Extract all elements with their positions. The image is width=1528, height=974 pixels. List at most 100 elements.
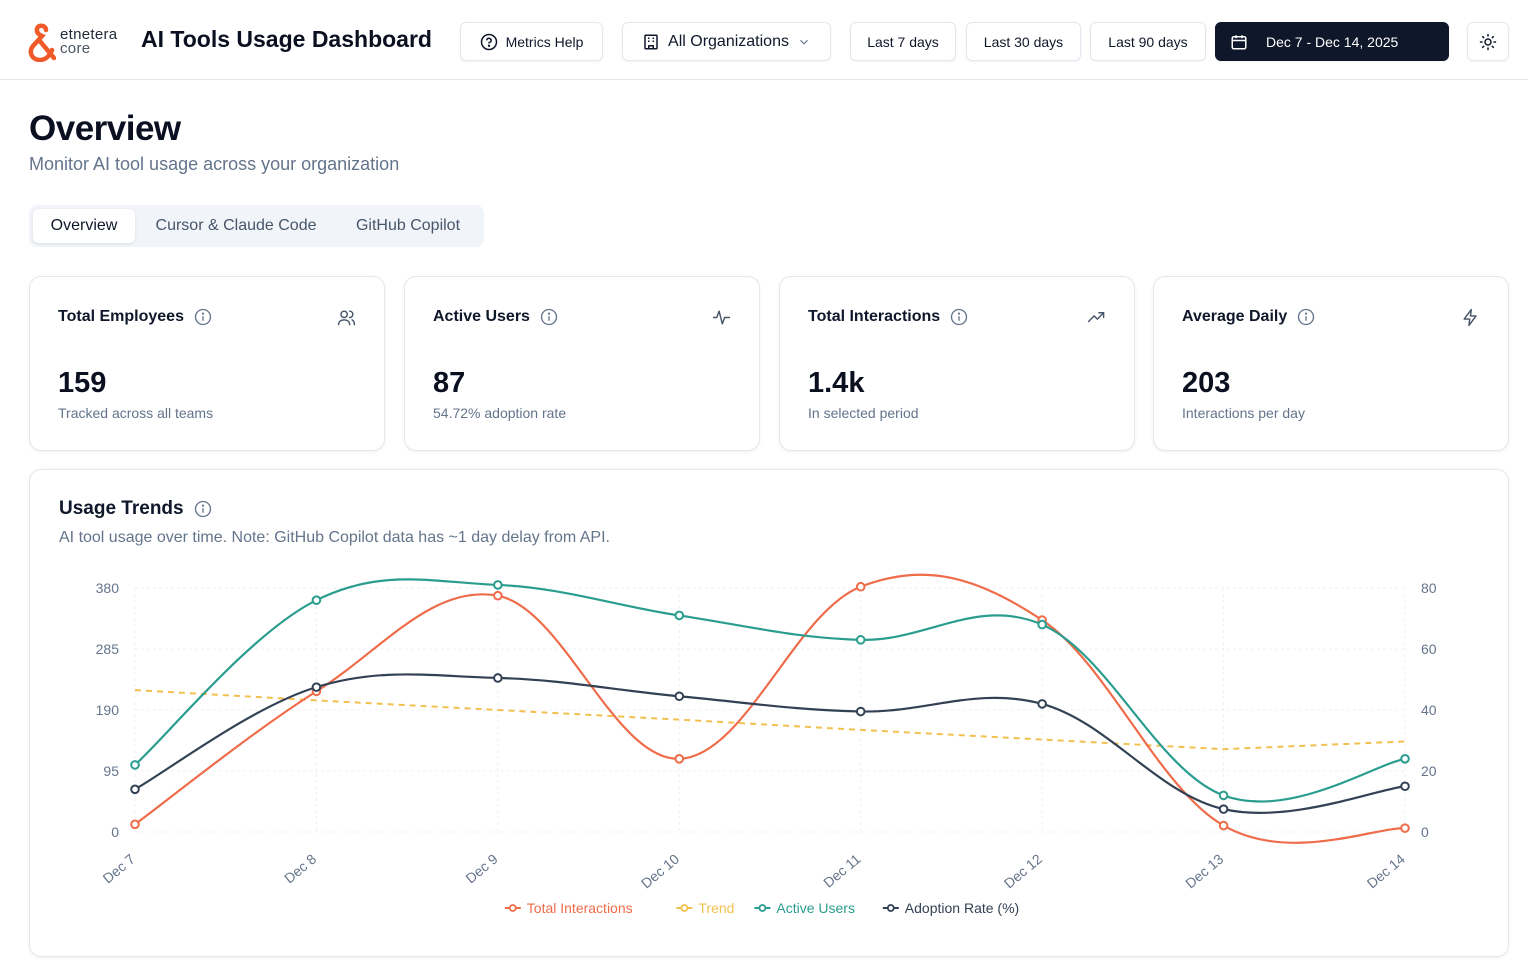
card-note: In selected period [808,405,919,421]
legend-label-trend: Trend [698,900,734,916]
trending-up-icon [1087,312,1105,323]
legend-marker-trend [680,904,689,912]
data-point-total-interactions [1400,823,1410,833]
y-right-tick-label: 0 [1421,824,1429,840]
series-line-active-users [134,578,1406,803]
data-point-active-users [1400,754,1410,764]
help-circle-icon [480,33,497,50]
card-value: 159 [58,367,107,399]
building-icon [644,34,658,49]
x-tick-label: Dec 11 [820,850,864,890]
data-point-active-users [1037,619,1047,630]
ampersand-logo-icon [28,23,56,62]
x-tick-label: Dec 14 [1364,850,1408,891]
tab-cursor-claude-code[interactable]: Cursor & Claude Code [155,217,317,234]
range-7-days-button[interactable]: Last 7 days [850,22,956,61]
card-title: Total Employees [58,308,184,325]
card-note: Interactions per day [1182,405,1305,421]
data-point-adoption-rate [855,706,866,717]
date-range-picker[interactable]: Dec 7 - Dec 14, 2025 [1215,22,1449,61]
data-point-active-users [493,580,503,590]
legend-marker-active-users [758,904,767,912]
y-right-tick-label: 20 [1421,763,1437,779]
app-title: AI Tools Usage Dashboard [141,26,432,52]
x-tick-label: Dec 12 [1001,850,1045,891]
data-point-total-interactions [130,819,140,830]
y-left-tick-label: 285 [96,641,120,657]
card-value: 1.4k [808,367,865,399]
usage-trends-description: AI tool usage over time. Note: GitHub Co… [59,529,610,546]
y-right-tick-label: 40 [1421,702,1437,718]
activity-icon [712,310,731,325]
calendar-icon [1231,34,1247,49]
metrics-help-button[interactable]: Metrics Help [460,22,603,61]
users-icon [337,310,356,326]
y-right-tick-label: 60 [1421,641,1437,657]
sun-icon [1479,33,1497,50]
data-point-total-interactions [855,581,866,592]
card-total-employees: Total Employees 159 Tracked across all t… [29,276,385,451]
legend-marker-total-interactions [508,904,517,912]
data-point-total-interactions [674,754,685,764]
y-left-tick-label: 0 [111,824,119,840]
top-header: etnetera core AI Tools Usage Dashboard M… [0,0,1528,80]
series-line-total-interactions [134,573,1406,844]
tab-github-copilot[interactable]: GitHub Copilot [355,217,461,234]
card-average-daily: Average Daily 203 Interactions per day [1153,276,1509,451]
brand-line1: etnetera [60,26,118,43]
data-point-active-users [130,760,140,770]
chevron-down-icon [800,39,808,45]
brand-logo[interactable]: etnetera core [28,22,117,62]
card-total-interactions: Total Interactions 1.4k In selected peri… [779,276,1135,451]
page-subtitle: Monitor AI tool usage across your organi… [29,154,400,174]
series-line-trend [134,689,1406,751]
x-tick-label: Dec 9 [462,850,500,886]
organization-select[interactable]: All Organizations [622,22,831,61]
card-value: 203 [1182,367,1231,399]
legend-label-active-users: Active Users [776,900,855,916]
range-30-days-button[interactable]: Last 30 days [966,22,1081,61]
data-point-adoption-rate [493,673,503,683]
x-tick-label: Dec 7 [100,850,138,886]
brand-line2: core [60,40,91,57]
y-left-tick-label: 95 [103,763,119,779]
card-note: Tracked across all teams [58,405,214,421]
y-left-tick-label: 380 [96,580,120,596]
info-icon[interactable] [540,308,558,326]
info-icon[interactable] [194,500,212,518]
usage-trends-chart: 0 95 190 285 380 0 20 40 60 80 Dec 7 Dec 8 Dec 9 Dec … [96,573,1437,916]
info-icon[interactable] [1297,308,1315,326]
data-point-active-users [855,635,866,645]
page-title: Overview [29,109,181,148]
data-point-total-interactions [1218,820,1229,831]
data-point-adoption-rate [1400,781,1410,792]
y-right-tick-label: 80 [1421,580,1437,596]
data-point-adoption-rate [674,691,685,702]
series-line-adoption-rate [134,673,1406,814]
tab-overview[interactable]: Overview [33,209,135,243]
card-note: 54.72% adoption rate [433,405,567,421]
date-range-value: Dec 7 - Dec 14, 2025 [1266,33,1399,50]
info-icon[interactable] [950,308,968,326]
x-tick-label: Dec 13 [1182,850,1226,891]
legend-label-total-interactions: Total Interactions [527,900,633,916]
card-value: 87 [433,367,466,399]
zap-icon [1463,308,1477,327]
card-active-users: Active Users 87 54.72% adoption rate [404,276,760,451]
data-point-active-users [674,610,685,621]
card-title: Active Users [433,308,530,325]
card-title: Average Daily [1182,308,1288,325]
usage-trends-card: Usage Trends AI tool usage over time. No… [29,469,1509,957]
range-90-days-button[interactable]: Last 90 days [1090,22,1206,61]
info-icon[interactable] [194,308,212,326]
organization-select-value: All Organizations [668,32,789,50]
theme-toggle-button[interactable] [1467,22,1509,61]
usage-trends-title: Usage Trends [59,498,184,519]
legend-marker-adoption-rate [886,904,895,912]
dashboard-tabs: Overview Cursor & Claude Code GitHub Cop… [29,205,484,247]
x-tick-label: Dec 8 [281,850,319,886]
x-tick-label: Dec 10 [638,850,682,891]
metrics-help-label: Metrics Help [505,33,584,50]
legend-label-adoption-rate: Adoption Rate (%) [905,900,1019,916]
data-point-total-interactions [493,590,503,601]
